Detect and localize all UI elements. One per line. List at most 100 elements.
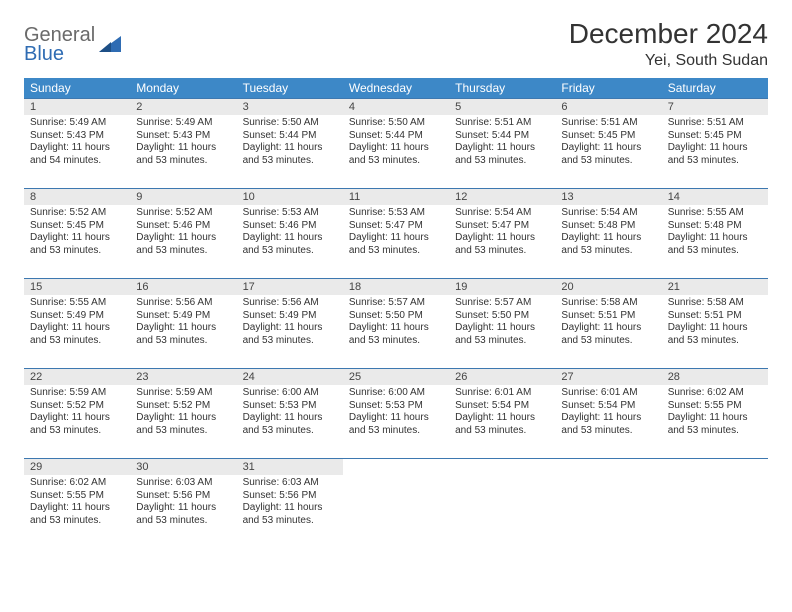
day-number: 1 xyxy=(24,99,130,115)
calendar-day-cell: 23Sunrise: 5:59 AMSunset: 5:52 PMDayligh… xyxy=(130,369,236,459)
calendar-day-cell: 9Sunrise: 5:52 AMSunset: 5:46 PMDaylight… xyxy=(130,189,236,279)
calendar-body: 1Sunrise: 5:49 AMSunset: 5:43 PMDaylight… xyxy=(24,99,768,549)
day-line-sr: Sunrise: 5:58 AM xyxy=(561,297,655,310)
logo-text-bottom: Blue xyxy=(24,45,95,64)
day-line-dl2: and 53 minutes. xyxy=(243,335,337,348)
day-details: Sunrise: 5:49 AMSunset: 5:43 PMDaylight:… xyxy=(24,115,130,173)
calendar-day-cell: 24Sunrise: 6:00 AMSunset: 5:53 PMDayligh… xyxy=(237,369,343,459)
day-number: 4 xyxy=(343,99,449,115)
day-details: Sunrise: 5:52 AMSunset: 5:45 PMDaylight:… xyxy=(24,205,130,263)
calendar-week-row: 22Sunrise: 5:59 AMSunset: 5:52 PMDayligh… xyxy=(24,369,768,459)
calendar-day-cell: 21Sunrise: 5:58 AMSunset: 5:51 PMDayligh… xyxy=(662,279,768,369)
day-line-dl1: Daylight: 11 hours xyxy=(243,322,337,335)
day-details: Sunrise: 5:52 AMSunset: 5:46 PMDaylight:… xyxy=(130,205,236,263)
day-line-ss: Sunset: 5:55 PM xyxy=(30,490,124,503)
day-line-ss: Sunset: 5:47 PM xyxy=(455,220,549,233)
day-line-dl2: and 53 minutes. xyxy=(455,425,549,438)
day-line-ss: Sunset: 5:50 PM xyxy=(349,310,443,323)
day-number: 16 xyxy=(130,279,236,295)
calendar-day-cell: 11Sunrise: 5:53 AMSunset: 5:47 PMDayligh… xyxy=(343,189,449,279)
day-line-dl1: Daylight: 11 hours xyxy=(243,232,337,245)
day-line-sr: Sunrise: 5:54 AM xyxy=(561,207,655,220)
day-line-ss: Sunset: 5:43 PM xyxy=(136,130,230,143)
day-line-dl1: Daylight: 11 hours xyxy=(30,232,124,245)
day-line-dl2: and 54 minutes. xyxy=(30,155,124,168)
day-line-ss: Sunset: 5:45 PM xyxy=(668,130,762,143)
day-line-sr: Sunrise: 5:49 AM xyxy=(136,117,230,130)
day-line-dl2: and 53 minutes. xyxy=(30,515,124,528)
calendar-day-cell xyxy=(555,459,661,549)
day-number: 28 xyxy=(662,369,768,385)
day-number: 12 xyxy=(449,189,555,205)
day-line-ss: Sunset: 5:44 PM xyxy=(455,130,549,143)
day-number: 14 xyxy=(662,189,768,205)
day-number: 29 xyxy=(24,459,130,475)
day-line-dl2: and 53 minutes. xyxy=(561,335,655,348)
day-line-ss: Sunset: 5:49 PM xyxy=(243,310,337,323)
day-details: Sunrise: 5:50 AMSunset: 5:44 PMDaylight:… xyxy=(343,115,449,173)
day-details: Sunrise: 5:49 AMSunset: 5:43 PMDaylight:… xyxy=(130,115,236,173)
day-line-dl2: and 53 minutes. xyxy=(455,335,549,348)
day-line-dl1: Daylight: 11 hours xyxy=(136,322,230,335)
day-line-dl1: Daylight: 11 hours xyxy=(30,502,124,515)
day-line-dl2: and 53 minutes. xyxy=(349,245,443,258)
calendar-day-cell: 12Sunrise: 5:54 AMSunset: 5:47 PMDayligh… xyxy=(449,189,555,279)
day-line-sr: Sunrise: 5:53 AM xyxy=(349,207,443,220)
day-details: Sunrise: 6:03 AMSunset: 5:56 PMDaylight:… xyxy=(130,475,236,533)
day-line-ss: Sunset: 5:51 PM xyxy=(561,310,655,323)
day-line-dl2: and 53 minutes. xyxy=(243,425,337,438)
day-line-dl1: Daylight: 11 hours xyxy=(349,412,443,425)
title-block: December 2024 Yei, South Sudan xyxy=(569,18,768,70)
day-number: 3 xyxy=(237,99,343,115)
day-number: 22 xyxy=(24,369,130,385)
day-line-dl2: and 53 minutes. xyxy=(243,515,337,528)
day-line-dl1: Daylight: 11 hours xyxy=(30,142,124,155)
day-line-sr: Sunrise: 5:52 AM xyxy=(136,207,230,220)
day-line-dl2: and 53 minutes. xyxy=(668,245,762,258)
logo-triangle-icon xyxy=(99,34,125,59)
day-line-dl1: Daylight: 11 hours xyxy=(349,232,443,245)
day-number: 27 xyxy=(555,369,661,385)
day-details: Sunrise: 5:50 AMSunset: 5:44 PMDaylight:… xyxy=(237,115,343,173)
day-line-dl2: and 53 minutes. xyxy=(668,155,762,168)
day-line-dl1: Daylight: 11 hours xyxy=(349,322,443,335)
day-details: Sunrise: 5:51 AMSunset: 5:45 PMDaylight:… xyxy=(555,115,661,173)
day-details: Sunrise: 5:59 AMSunset: 5:52 PMDaylight:… xyxy=(130,385,236,443)
day-line-sr: Sunrise: 5:53 AM xyxy=(243,207,337,220)
day-line-sr: Sunrise: 5:54 AM xyxy=(455,207,549,220)
day-line-dl1: Daylight: 11 hours xyxy=(136,142,230,155)
day-line-dl1: Daylight: 11 hours xyxy=(668,412,762,425)
day-details: Sunrise: 5:57 AMSunset: 5:50 PMDaylight:… xyxy=(343,295,449,353)
day-line-dl2: and 53 minutes. xyxy=(561,155,655,168)
day-line-dl2: and 53 minutes. xyxy=(30,245,124,258)
day-line-dl2: and 53 minutes. xyxy=(136,245,230,258)
calendar-week-row: 8Sunrise: 5:52 AMSunset: 5:45 PMDaylight… xyxy=(24,189,768,279)
day-details: Sunrise: 5:53 AMSunset: 5:46 PMDaylight:… xyxy=(237,205,343,263)
calendar-day-cell: 17Sunrise: 5:56 AMSunset: 5:49 PMDayligh… xyxy=(237,279,343,369)
day-line-dl2: and 53 minutes. xyxy=(136,335,230,348)
day-line-dl2: and 53 minutes. xyxy=(349,155,443,168)
calendar-day-cell: 4Sunrise: 5:50 AMSunset: 5:44 PMDaylight… xyxy=(343,99,449,189)
day-line-ss: Sunset: 5:55 PM xyxy=(668,400,762,413)
day-line-dl2: and 53 minutes. xyxy=(349,425,443,438)
day-line-dl1: Daylight: 11 hours xyxy=(136,232,230,245)
calendar-day-cell: 25Sunrise: 6:00 AMSunset: 5:53 PMDayligh… xyxy=(343,369,449,459)
logo-text: General Blue xyxy=(24,26,95,64)
day-line-dl2: and 53 minutes. xyxy=(561,245,655,258)
day-line-sr: Sunrise: 5:57 AM xyxy=(349,297,443,310)
day-line-ss: Sunset: 5:51 PM xyxy=(668,310,762,323)
logo: General Blue xyxy=(24,26,125,64)
weekday-header: Monday xyxy=(130,78,236,99)
day-line-dl1: Daylight: 11 hours xyxy=(243,412,337,425)
day-line-ss: Sunset: 5:47 PM xyxy=(349,220,443,233)
day-line-sr: Sunrise: 5:50 AM xyxy=(243,117,337,130)
day-line-dl1: Daylight: 11 hours xyxy=(455,322,549,335)
day-number: 30 xyxy=(130,459,236,475)
weekday-header-row: SundayMondayTuesdayWednesdayThursdayFrid… xyxy=(24,78,768,99)
day-line-sr: Sunrise: 5:55 AM xyxy=(668,207,762,220)
calendar-day-cell: 31Sunrise: 6:03 AMSunset: 5:56 PMDayligh… xyxy=(237,459,343,549)
day-line-ss: Sunset: 5:46 PM xyxy=(136,220,230,233)
weekday-header: Thursday xyxy=(449,78,555,99)
day-line-dl1: Daylight: 11 hours xyxy=(136,502,230,515)
day-number: 26 xyxy=(449,369,555,385)
